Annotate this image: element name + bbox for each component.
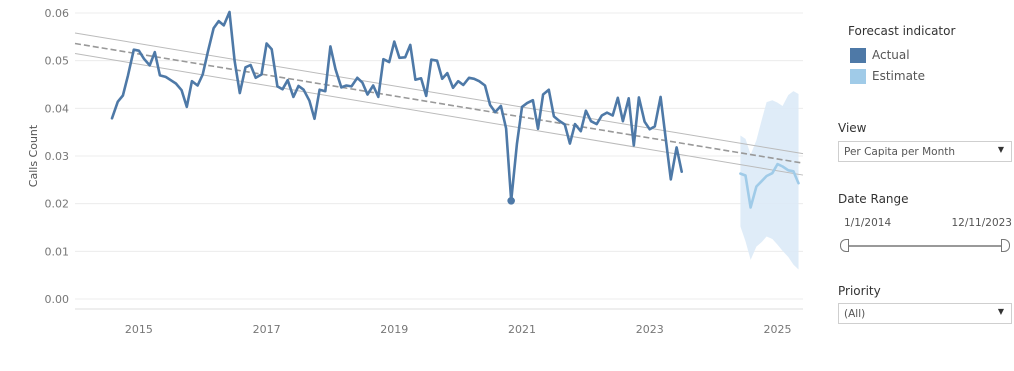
y-tick-label: 0.02 [45, 198, 70, 211]
calls-count-chart: 0.00 0.01 0.02 0.03 0.04 0.05 0.06 2015 2017 2019… [27, 7, 804, 336]
series-line-actual [110, 10, 683, 203]
estimate-confidence-band [740, 91, 799, 270]
legend-swatch-actual [850, 47, 866, 63]
priority-dropdown-value: (All) [844, 307, 866, 320]
date-range-start: 1/1/2014 [844, 217, 892, 229]
date-range-start-handle[interactable] [840, 239, 849, 252]
date-range-end: 12/11/2023 [951, 217, 1012, 229]
y-tick-label: 0.05 [45, 55, 70, 68]
view-dropdown[interactable]: Per Capita per Month ▼ [838, 141, 1012, 162]
data-point-marker [507, 197, 515, 205]
date-range-end-handle[interactable] [1001, 239, 1010, 252]
legend-item-actual[interactable]: Actual [850, 47, 910, 63]
y-tick-label: 0.00 [45, 293, 70, 306]
y-axis-title: Calls Count [27, 124, 40, 187]
chevron-down-icon: ▼ [997, 307, 1004, 316]
y-tick-label: 0.04 [45, 102, 70, 115]
priority-filter-title: Priority [838, 284, 881, 298]
date-range-title: Date Range [838, 192, 909, 206]
x-tick-label: 2023 [636, 323, 664, 336]
y-tick-label: 0.06 [45, 7, 70, 20]
trend-line-trend [74, 42, 804, 164]
legend-label-actual: Actual [872, 48, 910, 62]
chevron-down-icon: ▼ [997, 145, 1004, 154]
x-tick-label: 2019 [380, 323, 408, 336]
legend-title: Forecast indicator [848, 24, 956, 38]
chart-area: 0.00 0.01 0.02 0.03 0.04 0.05 0.06 2015 2017 2019… [27, 7, 804, 336]
y-tick-label: 0.03 [45, 150, 70, 163]
x-tick-label: 2017 [253, 323, 281, 336]
view-dropdown-value: Per Capita per Month [844, 145, 955, 158]
view-filter-title: View [838, 121, 867, 135]
series-line-estimate [739, 162, 800, 209]
trend-line-upper-bound [74, 32, 804, 155]
legend-item-estimate[interactable]: Estimate [850, 68, 925, 84]
legend-swatch-estimate [850, 68, 866, 84]
y-tick-label: 0.01 [45, 245, 70, 258]
date-range-track[interactable] [844, 245, 1006, 247]
x-tick-label: 2025 [763, 323, 791, 336]
priority-dropdown[interactable]: (All) ▼ [838, 303, 1012, 324]
x-tick-label: 2021 [508, 323, 536, 336]
side-panel: Forecast indicator Actual Estimate View … [838, 0, 1014, 371]
x-tick-label: 2015 [125, 323, 153, 336]
trend-line-lower-bound [74, 53, 804, 176]
legend-label-estimate: Estimate [872, 69, 926, 83]
